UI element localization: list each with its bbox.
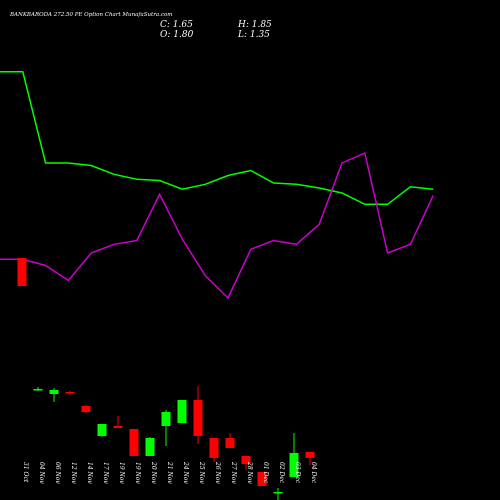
candle-body bbox=[97, 424, 107, 436]
x-tick-label: 06 Nov bbox=[54, 462, 61, 484]
candle bbox=[97, 424, 107, 437]
candle bbox=[289, 433, 299, 477]
candle bbox=[17, 258, 27, 286]
candle bbox=[225, 433, 235, 448]
candle bbox=[193, 386, 203, 444]
candle bbox=[145, 437, 155, 456]
candle-body bbox=[225, 438, 235, 448]
x-tick-label: 20 Nov bbox=[150, 461, 157, 484]
candle-body bbox=[49, 390, 59, 394]
close-value: C: 1.65 bbox=[160, 20, 193, 30]
x-tick-label: 28 Nov bbox=[246, 461, 253, 484]
candle bbox=[257, 472, 267, 486]
candle bbox=[161, 410, 171, 446]
candle bbox=[305, 452, 315, 465]
x-tick-label: 24 Nov bbox=[182, 461, 189, 484]
candle-body bbox=[81, 406, 91, 412]
candle bbox=[241, 456, 251, 470]
candle-body bbox=[113, 426, 123, 428]
candle-body bbox=[257, 472, 267, 486]
candle-body bbox=[129, 429, 139, 456]
candle bbox=[33, 387, 43, 391]
candle bbox=[113, 416, 123, 428]
indicator-line-1 bbox=[0, 71, 434, 206]
candle-body bbox=[305, 452, 315, 458]
candle-body bbox=[241, 456, 251, 464]
x-tick-label: 04 Nov bbox=[38, 462, 45, 484]
candle-body bbox=[65, 392, 75, 394]
x-tick-label: 19 Nov bbox=[118, 462, 125, 484]
open-value: O: 1.80 bbox=[160, 30, 194, 40]
indicator-lines bbox=[0, 71, 434, 300]
candle bbox=[49, 388, 59, 402]
candle bbox=[81, 405, 91, 413]
x-tick-label: 14 Nov bbox=[86, 462, 93, 484]
x-tick-label: 27 Nov bbox=[230, 461, 237, 484]
x-tick-label: 03 Dec bbox=[294, 462, 301, 484]
candle bbox=[209, 438, 219, 462]
candle bbox=[273, 488, 283, 500]
x-tick-label: 26 Nov bbox=[214, 461, 221, 484]
x-axis-labels: 31 Oct 04 Nov 06 Nov 12 Nov 14 Nov 17 Nov 19 N… bbox=[22, 461, 317, 484]
candle bbox=[129, 429, 139, 456]
candle-body bbox=[209, 438, 219, 458]
chart-title: BANKBARODA 272.50 PE Option Chart Munafa… bbox=[9, 12, 173, 18]
candle-body bbox=[289, 453, 299, 477]
x-tick-label: 25 Nov bbox=[198, 461, 205, 484]
x-tick-label: 31 Oct bbox=[22, 462, 29, 483]
high-value: H: 1.85 bbox=[237, 20, 272, 30]
x-tick-label: 01 Dec bbox=[262, 462, 269, 484]
candlesticks bbox=[17, 258, 315, 500]
x-tick-label: 19 Nov bbox=[134, 462, 141, 484]
candle-body bbox=[33, 389, 43, 391]
x-tick-label: 12 Nov bbox=[70, 462, 77, 484]
candle-body bbox=[177, 400, 187, 423]
candle bbox=[177, 400, 187, 423]
x-tick-label: 21 Nov bbox=[166, 461, 173, 484]
low-value: L: 1.35 bbox=[237, 30, 270, 40]
candle bbox=[65, 391, 75, 395]
x-tick-label: 02 Dec bbox=[278, 462, 285, 484]
candle-body bbox=[145, 438, 155, 456]
candle-body bbox=[273, 492, 283, 494]
x-tick-label: 17 Nov bbox=[102, 462, 109, 484]
candle-body bbox=[161, 412, 171, 426]
x-tick-label: 04 Dec bbox=[310, 462, 317, 484]
candle-body bbox=[17, 258, 27, 286]
candle-body bbox=[193, 400, 203, 436]
indicator-line-2 bbox=[0, 151, 434, 300]
